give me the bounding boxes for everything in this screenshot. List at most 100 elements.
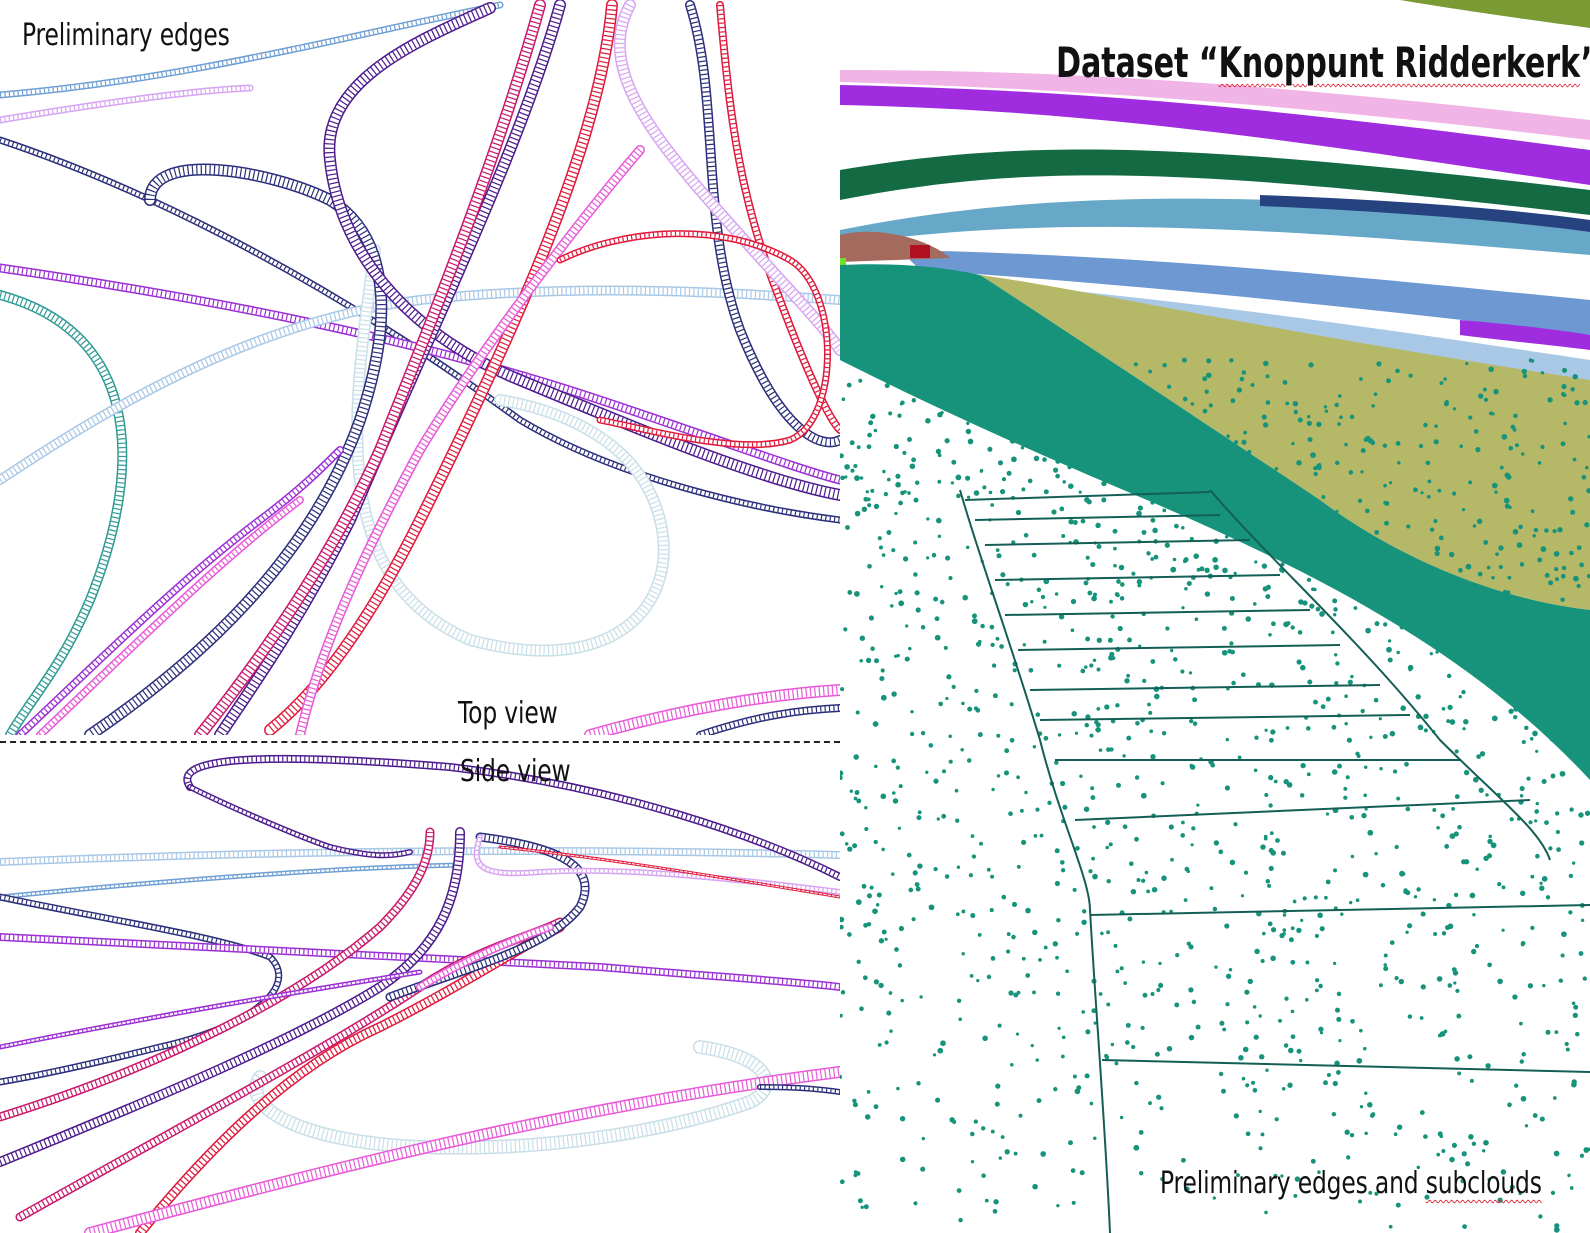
cloud-point (1483, 855, 1489, 861)
cloud-point (1047, 800, 1052, 805)
cloud-point (1119, 1115, 1124, 1120)
cloud-point (1371, 404, 1375, 408)
cloud-point (1245, 1083, 1250, 1088)
cloud-point (1225, 973, 1232, 979)
cloud-point (1281, 1087, 1286, 1091)
cloud-point (1553, 551, 1560, 557)
cloud-point (1181, 820, 1185, 825)
cloud-point (1070, 598, 1077, 605)
cloud-point (1539, 881, 1543, 885)
cloud-point (1454, 1056, 1460, 1062)
cloud-point (1096, 667, 1101, 672)
cloud-point (894, 654, 898, 658)
top-view-label: Top view (458, 696, 558, 731)
cloud-point (916, 1081, 921, 1086)
cloud-point (1586, 1147, 1590, 1152)
cloud-point (1271, 621, 1276, 627)
cloud-point (1059, 860, 1065, 865)
cloud-point (984, 1198, 989, 1203)
cloud-point (1526, 776, 1531, 781)
cloud-point (1153, 693, 1160, 700)
top-edge-21-rungs (699, 705, 840, 735)
cloud-point (1224, 785, 1230, 791)
cloud-point (1325, 696, 1331, 702)
cloud-point (1212, 461, 1218, 467)
cloud-point (955, 818, 960, 823)
cloud-point (1150, 557, 1155, 561)
cloud-ladder-rung-1 (964, 491, 1211, 501)
cloud-point (1136, 878, 1141, 882)
cloud-point (1557, 527, 1563, 533)
cloud-point (1317, 462, 1322, 467)
cloud-point (1555, 811, 1560, 816)
point-cloud-panel (840, 0, 1590, 1233)
cloud-point (1346, 737, 1352, 743)
cloud-point (932, 1053, 937, 1057)
cloud-point (1282, 380, 1288, 385)
cloud-point (1025, 973, 1031, 978)
cloud-point (1258, 1014, 1262, 1018)
cloud-point (1407, 923, 1413, 929)
cloud-point (1081, 919, 1087, 926)
cloud-point (870, 646, 875, 651)
cloud-point (971, 618, 978, 625)
cloud-point (1512, 994, 1518, 1000)
cloud-point (1349, 1132, 1355, 1138)
cloud-point (1572, 373, 1578, 380)
cloud-point (1491, 715, 1498, 722)
cloud-point (941, 813, 947, 819)
cloud-point (1282, 928, 1287, 932)
cloud-point (949, 1117, 955, 1123)
cloud-point (1456, 1013, 1462, 1019)
cloud-point (1166, 500, 1172, 506)
cloud-point (976, 978, 980, 983)
cloud-point (1245, 1131, 1251, 1137)
cloud-point (1026, 408, 1032, 414)
top-edge-14 (716, 1, 840, 434)
cloud-point (1436, 826, 1440, 830)
cloud-point (1123, 460, 1130, 466)
cloud-point (872, 721, 879, 727)
cloud-point (840, 990, 846, 995)
cloud-point (1270, 729, 1276, 735)
cloud-point (995, 636, 1000, 641)
cloud-point (866, 1090, 871, 1094)
cloud-point (911, 457, 916, 463)
cloud-point (873, 979, 880, 985)
cloud-point (1532, 1113, 1538, 1118)
cloud-point (1273, 779, 1278, 784)
cloud-point (1230, 398, 1236, 404)
top-edge-19-rungs (38, 498, 302, 735)
cloud-point (1189, 536, 1194, 541)
cloud-point (1141, 960, 1146, 964)
cloud-point (1374, 851, 1378, 856)
cloud-point (898, 600, 905, 607)
cloud-point (1079, 1170, 1085, 1176)
cloud-point (1497, 1197, 1503, 1203)
cloud-point (1468, 1134, 1474, 1140)
cloud-point (1009, 737, 1015, 743)
cloud-point (908, 646, 912, 651)
cloud-point (1477, 571, 1483, 577)
cloud-point (937, 453, 942, 458)
cloud-point (1454, 794, 1460, 799)
cloud-point (948, 734, 952, 739)
cloud-point (1126, 735, 1132, 741)
cloud-point (1143, 470, 1150, 477)
cloud-point (1012, 668, 1017, 673)
cloud-patch-grass (1400, 0, 1590, 28)
cloud-point (1218, 849, 1224, 855)
cloud-point (1399, 625, 1404, 630)
cloud-point (955, 361, 960, 366)
cloud-point (841, 397, 846, 402)
cloud-point (1477, 518, 1483, 524)
cloud-point (1444, 843, 1450, 849)
cloud-point (966, 421, 970, 426)
cloud-point (1451, 807, 1455, 811)
cloud-point (1072, 1074, 1077, 1079)
cloud-point (1446, 719, 1451, 724)
cloud-point (1487, 838, 1493, 845)
cloud-point (1558, 978, 1563, 983)
cloud-point (914, 480, 920, 485)
cloud-point (1254, 948, 1260, 955)
